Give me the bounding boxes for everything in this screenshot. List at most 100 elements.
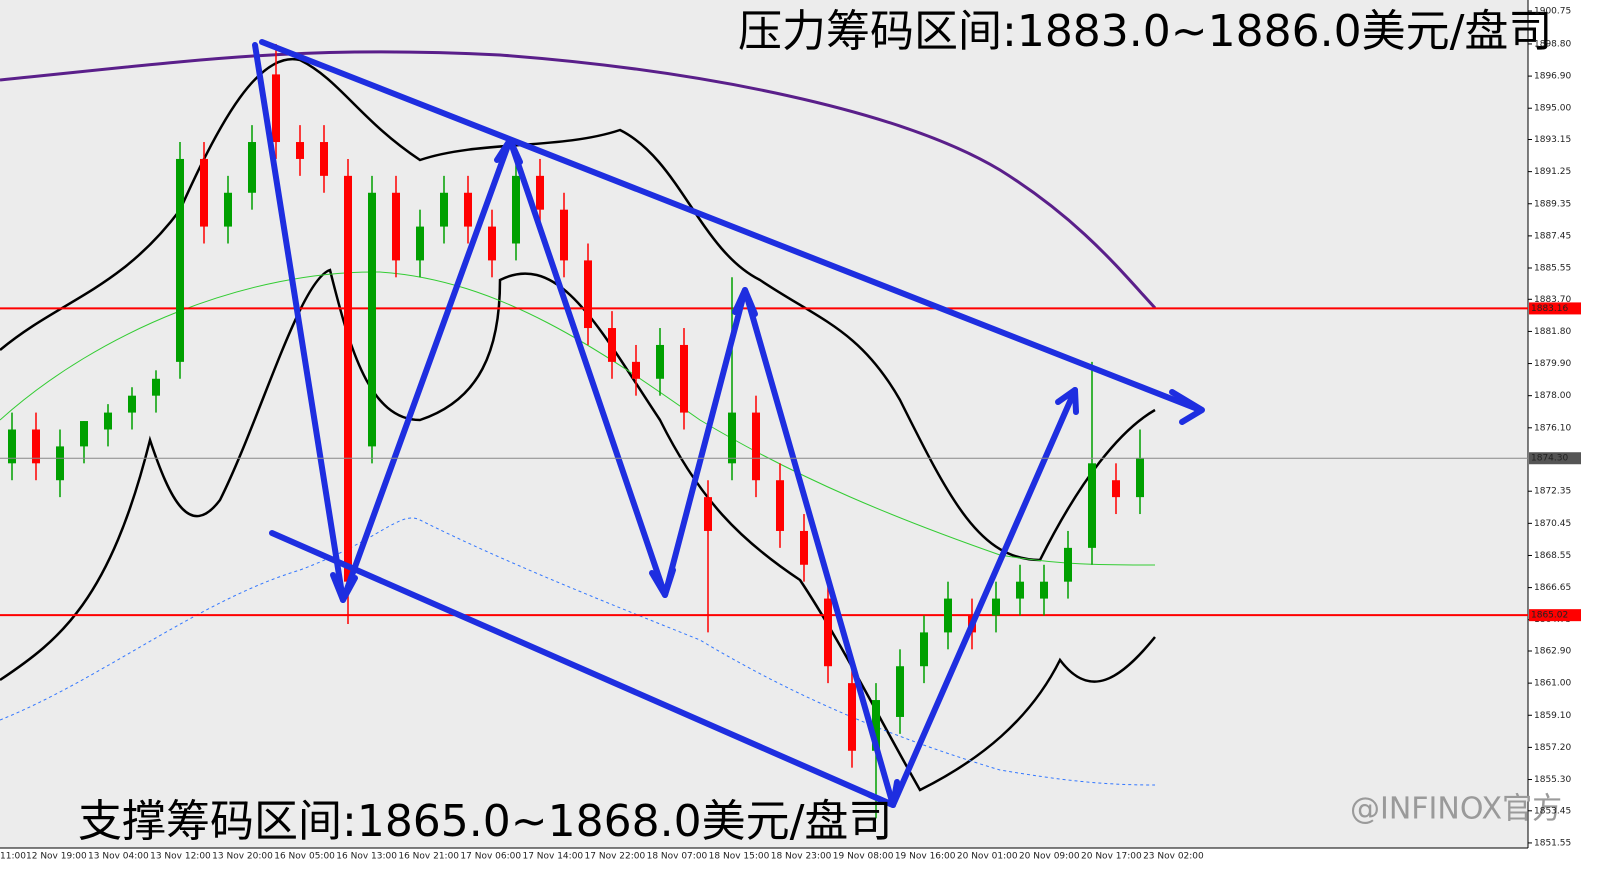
y-tick-label: 1862.90 xyxy=(1534,647,1571,657)
candle-body xyxy=(32,429,40,464)
x-tick-label: 13 Nov 04:00 xyxy=(88,852,149,862)
watermark: @INFINOX官方 xyxy=(1350,792,1562,827)
candle-body xyxy=(200,158,208,227)
y-tick-label: 1885.55 xyxy=(1534,264,1571,274)
resistance-trendline xyxy=(259,39,1203,413)
candle-body xyxy=(992,598,1000,616)
candle-body xyxy=(392,192,400,261)
candle-body xyxy=(872,700,880,751)
x-tick-label: 16 Nov 13:00 xyxy=(336,852,397,862)
candle-body xyxy=(224,192,232,227)
candle-body xyxy=(488,226,496,261)
y-tick-label: 1887.45 xyxy=(1534,231,1571,241)
x-tick-label: 18 Nov 07:00 xyxy=(647,852,708,862)
y-tick-label: 1876.10 xyxy=(1534,423,1571,433)
y-tick-label: 1896.90 xyxy=(1534,72,1571,82)
candle-body xyxy=(80,421,88,447)
candle-body xyxy=(608,328,616,362)
lower-band xyxy=(0,268,1156,792)
indicators xyxy=(0,50,1157,792)
price-tag-label: 1883.16 xyxy=(1531,304,1568,314)
y-tick-label: 1883.70 xyxy=(1534,295,1571,305)
support-annotation: 支撑筹码区间:1865.0~1868.0美元/盘司 xyxy=(78,796,892,847)
candle-body xyxy=(464,192,472,227)
candle-body xyxy=(800,530,808,565)
slow-average xyxy=(0,271,1156,566)
x-tick-label: 20 Nov 17:00 xyxy=(1081,852,1142,862)
candle-body xyxy=(1040,581,1048,599)
support-trendline xyxy=(269,530,896,808)
candle-body xyxy=(680,344,688,413)
candle-body xyxy=(920,632,928,667)
plot-background xyxy=(0,0,1528,848)
y-tick-label: 1881.80 xyxy=(1534,327,1571,337)
x-tick-label: 20 Nov 01:00 xyxy=(957,852,1018,862)
candle-body xyxy=(752,412,760,481)
x-tick-label: 18 Nov 23:00 xyxy=(771,852,832,862)
candle-body xyxy=(416,226,424,261)
candle-body xyxy=(848,683,856,751)
arrow-head xyxy=(732,287,758,317)
y-tick-label: 1857.20 xyxy=(1534,743,1571,753)
candle-body xyxy=(440,192,448,227)
candle-body xyxy=(1112,480,1120,498)
x-tick-label: 19 Nov 08:00 xyxy=(833,852,894,862)
current-price-tag xyxy=(1529,452,1581,465)
price-tag xyxy=(1529,302,1581,315)
trend-arrows xyxy=(252,39,1205,808)
candle-body xyxy=(104,412,112,430)
candle-body xyxy=(344,175,352,582)
candle-body xyxy=(56,446,64,481)
y-tick-label: 1898.80 xyxy=(1534,39,1571,49)
candle-body xyxy=(944,598,952,633)
y-tick-label: 1878.00 xyxy=(1534,391,1571,401)
candle-body xyxy=(152,378,160,396)
x-tick-label: 17 Nov 14:00 xyxy=(522,852,583,862)
candle-body xyxy=(656,344,664,379)
arrow-head xyxy=(494,137,523,165)
x-tick-label: 11:00 xyxy=(0,852,26,862)
x-tick-label: 20 Nov 09:00 xyxy=(1019,852,1080,862)
y-tick-label: 1900.75 xyxy=(1534,6,1571,16)
x-tick-label: 17 Nov 06:00 xyxy=(460,852,521,862)
candle-body xyxy=(776,480,784,531)
y-tick-label: 1866.65 xyxy=(1534,583,1571,593)
candle-body xyxy=(704,497,712,531)
y-tick-label: 1851.55 xyxy=(1534,838,1571,848)
y-tick-label: 1879.90 xyxy=(1534,359,1571,369)
y-tick-label: 1855.30 xyxy=(1534,775,1571,785)
y-tick-label: 1870.45 xyxy=(1534,519,1571,529)
candles xyxy=(8,43,1144,819)
candle-body xyxy=(248,142,256,193)
y-tick-label: 1893.15 xyxy=(1534,135,1571,145)
arrow-head xyxy=(867,779,900,808)
price-tag-label: 1865.02 xyxy=(1531,611,1568,621)
lower-envelope xyxy=(0,517,1156,786)
candle-body xyxy=(584,260,592,329)
candle-body xyxy=(728,412,736,464)
moving-average xyxy=(0,50,1157,310)
candle-body xyxy=(296,142,304,159)
candle-body xyxy=(1136,458,1144,498)
arrow-head xyxy=(330,572,358,603)
arrow-head xyxy=(649,567,676,598)
y-tick-label: 1859.10 xyxy=(1534,711,1571,721)
x-tick-label: 16 Nov 21:00 xyxy=(398,852,459,862)
x-tick-label: 12 Nov 19:00 xyxy=(26,852,87,862)
candle-body xyxy=(128,395,136,413)
candle-body xyxy=(512,175,520,244)
candle-body xyxy=(8,429,16,464)
resistance-annotation: 压力筹码区间:1883.0~1886.0美元/盘司 xyxy=(738,6,1552,57)
x-tick-label: 16 Nov 05:00 xyxy=(274,852,335,862)
y-tick-label: 1895.00 xyxy=(1534,104,1571,114)
candle-body xyxy=(368,192,376,447)
y-tick-label: 1889.35 xyxy=(1534,199,1571,209)
candle-body xyxy=(320,142,328,176)
x-tick-label: 13 Nov 12:00 xyxy=(150,852,211,862)
x-tick-label: 19 Nov 16:00 xyxy=(895,852,956,862)
candle-body xyxy=(176,158,184,362)
y-tick-label: 1891.25 xyxy=(1534,167,1571,177)
x-tick-label: 13 Nov 20:00 xyxy=(212,852,273,862)
